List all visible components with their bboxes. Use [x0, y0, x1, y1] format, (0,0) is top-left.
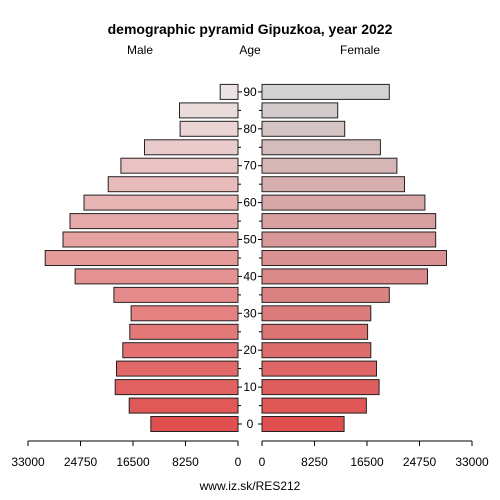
- bar-female-75-79: [261, 139, 381, 156]
- bar-male-45-49: [44, 250, 239, 266]
- bar-male-80-84: [179, 120, 239, 137]
- female-x-tick-label: 8250: [301, 455, 328, 469]
- bar-male-65-69: [107, 176, 239, 193]
- bar-female-60-64: [261, 194, 426, 211]
- male-header: Male: [127, 43, 153, 57]
- age-tick-label: 20: [243, 343, 257, 357]
- bar-male-30-34: [130, 305, 239, 322]
- bar-female-35-39: [261, 286, 390, 303]
- age-tick-label: 60: [243, 196, 257, 210]
- bar-female-55-59: [261, 213, 437, 230]
- bar-male-70-74: [120, 157, 239, 174]
- female-x-tick-label: 33000: [455, 455, 489, 469]
- bar-male-20-24: [122, 342, 239, 359]
- bar-male-35-39: [113, 286, 239, 303]
- bar-female-40-44: [261, 268, 428, 285]
- female-x-tick-label: 24750: [403, 455, 437, 469]
- footer-source: www.iz.sk/RES212: [199, 479, 301, 493]
- age-tick-label: 80: [243, 122, 257, 136]
- male-x-tick-label: 24750: [64, 455, 98, 469]
- bar-male-40-44: [74, 268, 239, 285]
- bar-female-65-69: [261, 176, 405, 193]
- bar-female-85-89: [261, 102, 339, 119]
- bar-female-45-49: [261, 250, 447, 266]
- bar-female-25-29: [261, 323, 369, 340]
- age-tick-label: 70: [243, 159, 257, 173]
- male-x-tick-label: 16500: [116, 455, 150, 469]
- bar-male-55-59: [69, 213, 239, 230]
- bar-male-75-79: [144, 139, 239, 156]
- age-tick-label: 0: [247, 417, 254, 431]
- female-x-tick-label: 16500: [350, 455, 384, 469]
- male-x-tick-label: 8250: [172, 455, 199, 469]
- bar-female-90+: [261, 83, 390, 100]
- age-tick-label: 50: [243, 233, 257, 247]
- bar-female-20-24: [261, 342, 372, 359]
- male-x-tick-label: 33000: [11, 455, 45, 469]
- male-x-tick-label: 0: [235, 455, 242, 469]
- bar-female-80-84: [261, 120, 346, 137]
- bar-male-60-64: [83, 194, 239, 211]
- age-tick-label: 90: [243, 85, 257, 99]
- female-x-tick-label: 0: [259, 455, 266, 469]
- age-tick-label: 30: [243, 306, 257, 320]
- bar-male-0-4: [150, 416, 239, 432]
- age-header: Age: [239, 43, 261, 57]
- age-tick-label: 40: [243, 269, 257, 283]
- axes-group: 0 10 20 30 40 50 60 70 80 90 33000 24750 16500 8250 0 0…: [11, 85, 489, 469]
- bar-male-25-29: [129, 323, 239, 340]
- bar-male-50-54: [62, 231, 239, 248]
- bar-male-15-19: [116, 360, 239, 377]
- bar-male-85-89: [179, 102, 239, 119]
- age-tick-label: 10: [243, 380, 257, 394]
- bar-female-0-4: [261, 416, 345, 432]
- bar-female-50-54: [261, 231, 437, 248]
- bar-female-10-14: [261, 379, 380, 396]
- bar-female-5-9: [261, 397, 367, 414]
- bar-female-30-34: [261, 305, 372, 322]
- bar-male-90+: [219, 83, 239, 100]
- bar-male-5-9: [128, 397, 239, 414]
- bar-female-70-74: [261, 157, 398, 174]
- bar-male-10-14: [114, 379, 239, 396]
- bar-female-15-19: [261, 360, 377, 377]
- female-header: Female: [340, 43, 380, 57]
- chart-title: demographic pyramid Gipuzkoa, year 2022: [108, 21, 393, 37]
